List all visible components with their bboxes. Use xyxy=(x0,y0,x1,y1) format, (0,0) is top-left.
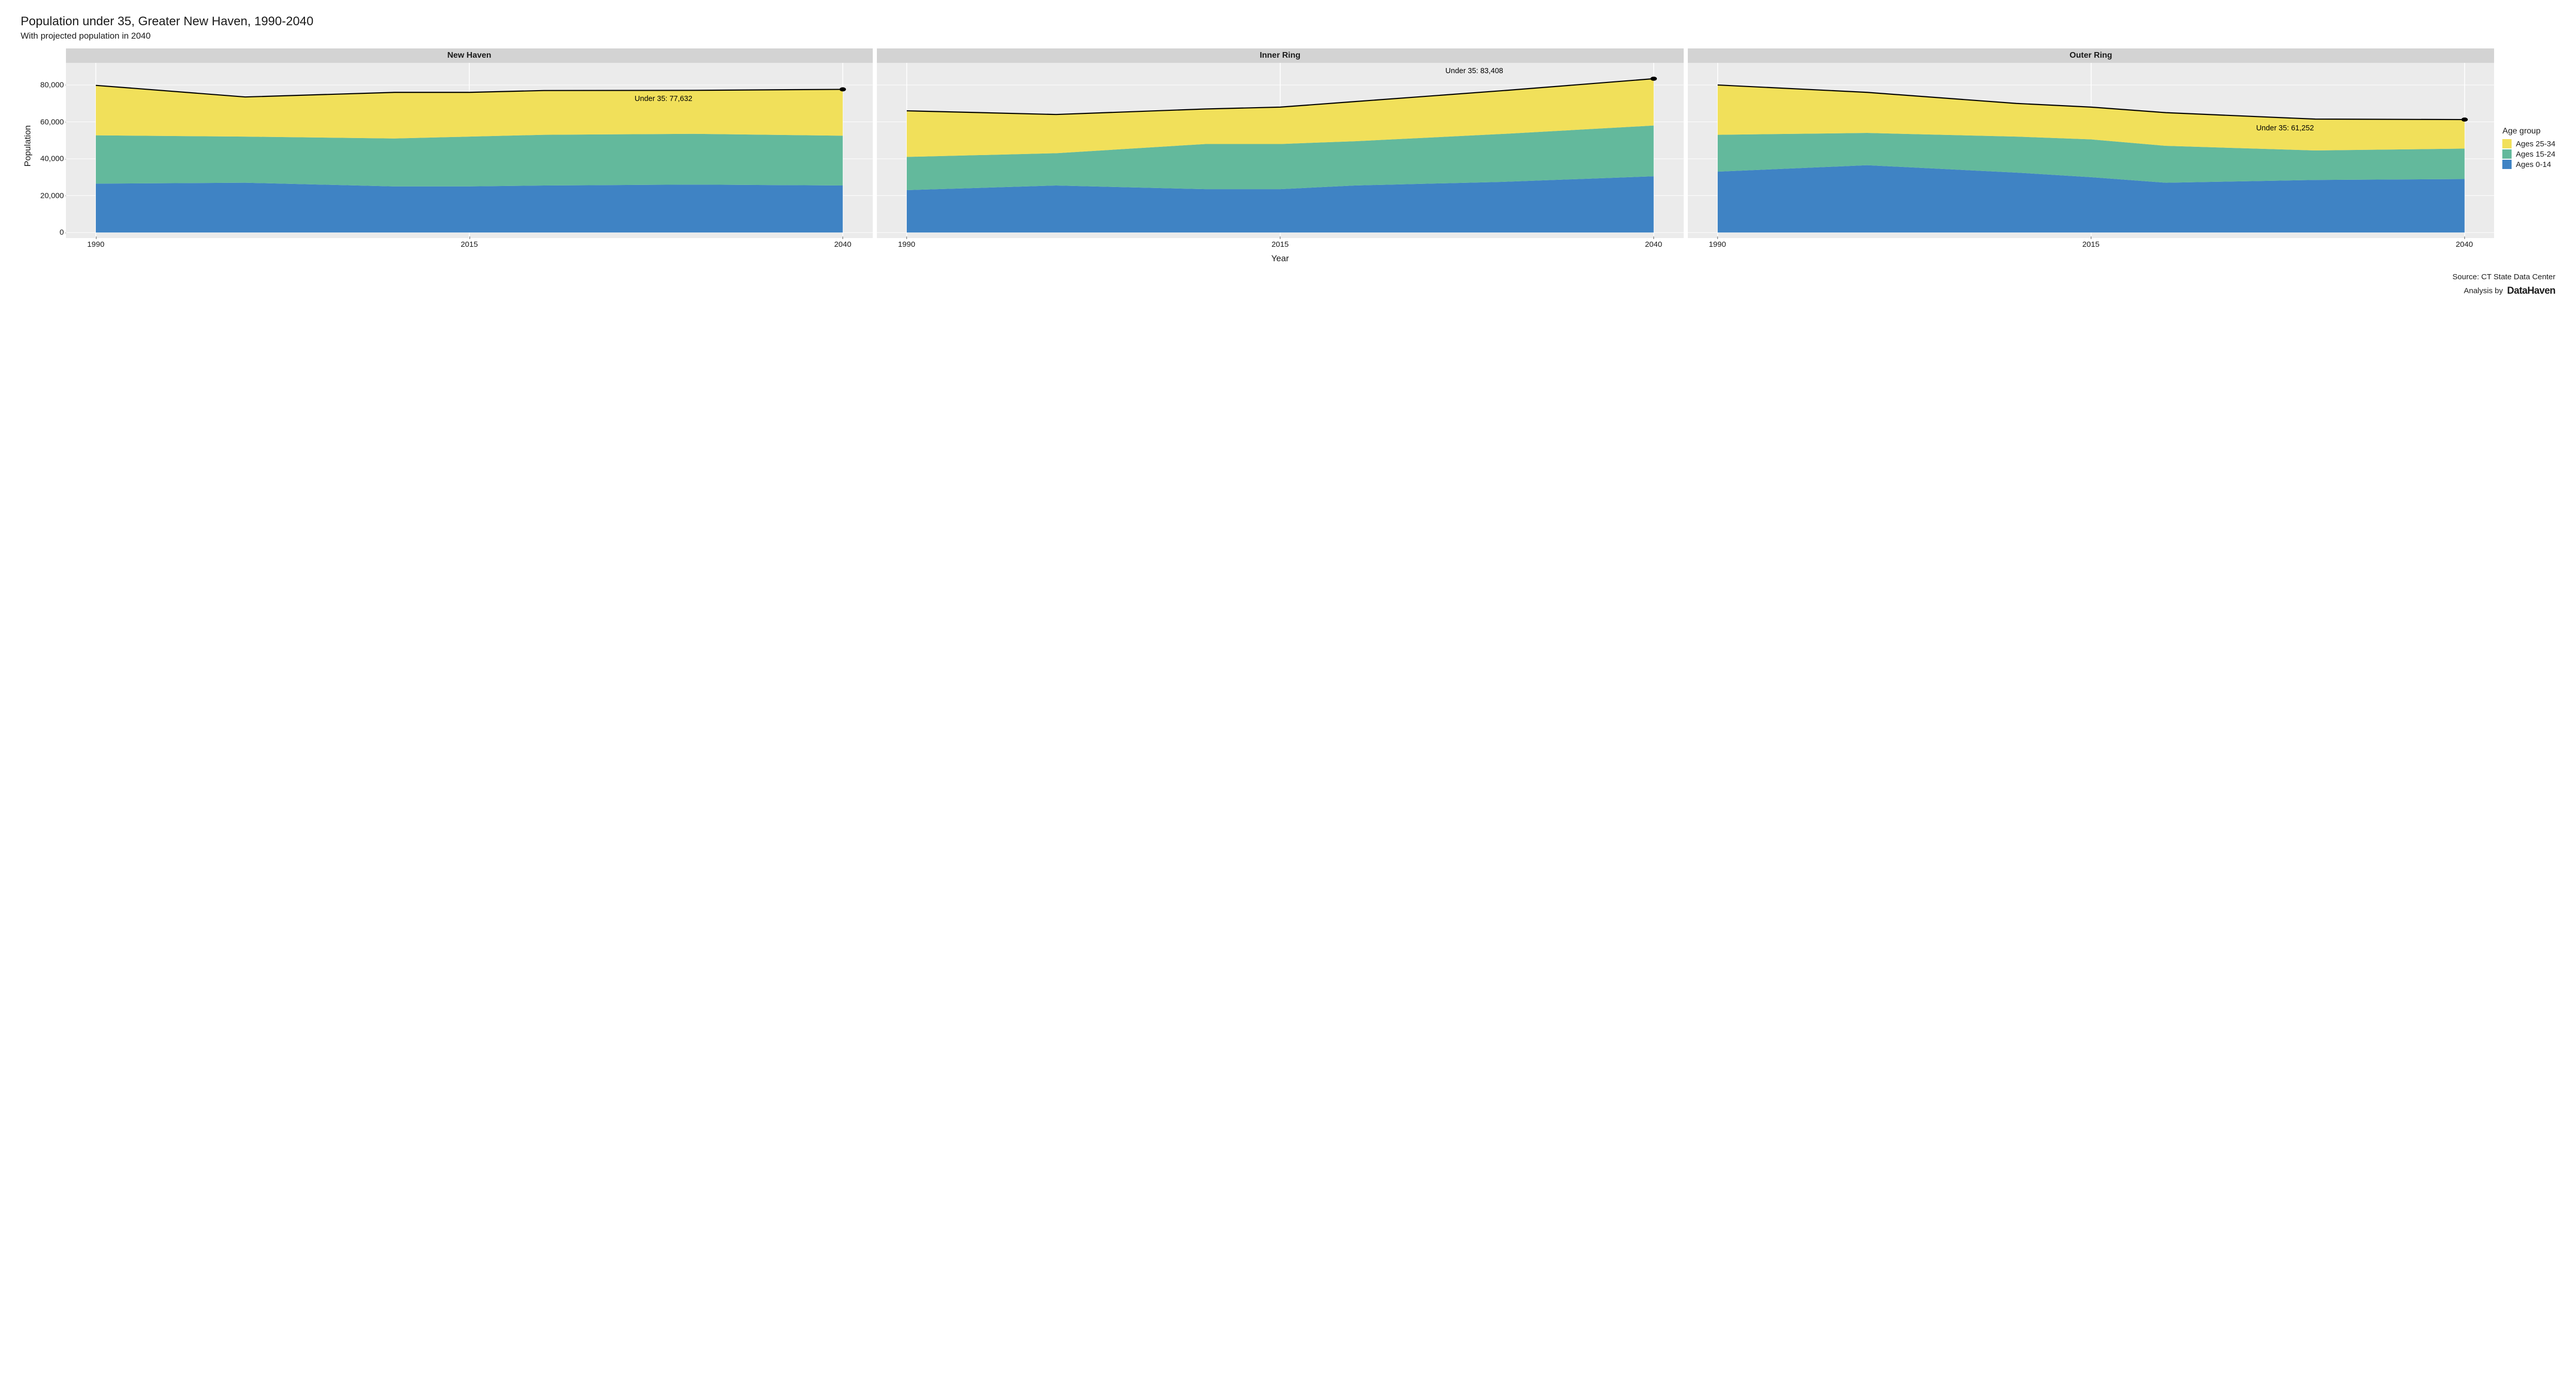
facet-strip: Outer Ring xyxy=(1688,48,2495,63)
x-tick: 2015 xyxy=(2082,240,2099,249)
facet-strip: Inner Ring xyxy=(877,48,1684,63)
chart-subtitle: With projected population in 2040 xyxy=(21,31,2555,41)
chart-title: Population under 35, Greater New Haven, … xyxy=(21,14,2555,29)
chart-row: Population 0 20,000 40,000 60,000 80,000 New… xyxy=(21,48,2555,264)
legend-items: Ages 25-34 Ages 15-24Ages 0-14 xyxy=(2502,139,2555,169)
legend-swatch xyxy=(2502,139,2512,148)
y-tick: 20,000 xyxy=(40,191,64,200)
legend-swatch xyxy=(2502,149,2512,159)
x-tick: 2040 xyxy=(2456,240,2473,249)
plot-area: Under 35: 77,632 xyxy=(66,63,873,238)
legend-label: Ages 15-24 xyxy=(2516,150,2555,159)
facet-panel: Outer RingUnder 35: 61,252 1990 2015 2040 xyxy=(1688,48,2495,252)
facet-panel: New HavenUnder 35: 77,632 1990 2015 2040 xyxy=(66,48,873,252)
y-tick: 40,000 xyxy=(40,155,64,163)
x-tick: 2015 xyxy=(461,240,478,249)
facet-strip: New Haven xyxy=(66,48,873,63)
legend-label: Ages 0-14 xyxy=(2516,160,2551,169)
x-axis-label: Year xyxy=(66,254,2494,264)
x-tick: 1990 xyxy=(1709,240,1726,249)
area-ages-25-34 xyxy=(96,86,843,139)
facet-panel: Inner RingUnder 35: 83,408 1990 2015 2040 xyxy=(877,48,1684,252)
x-tick: 2015 xyxy=(1272,240,1289,249)
legend-swatch xyxy=(2502,160,2512,169)
plot-area: Under 35: 61,252 xyxy=(1688,63,2495,238)
projection-point xyxy=(839,87,846,91)
chart-container: Population under 35, Greater New Haven, … xyxy=(0,0,2576,309)
projection-point xyxy=(1650,77,1657,81)
area-ages-0-14 xyxy=(96,183,843,233)
legend-title: Age group xyxy=(2502,127,2555,136)
area-ages-15-24 xyxy=(96,134,843,187)
x-axis-ticks: 1990 2015 2040 xyxy=(66,238,873,252)
caption-analysis: Analysis by DataHaven xyxy=(21,283,2555,299)
legend-item: Ages 15-24 xyxy=(2502,149,2555,159)
legend: Age group Ages 25-34 Ages 15-24Ages 0-14 xyxy=(2494,127,2555,170)
panels-and-xaxis: New HavenUnder 35: 77,632199020152040Inn… xyxy=(66,48,2494,264)
y-tick: 0 xyxy=(60,228,64,237)
x-axis-ticks: 1990 2015 2040 xyxy=(877,238,1684,252)
caption-source: Source: CT State Data Center xyxy=(21,271,2555,283)
plot-area: Under 35: 83,408 xyxy=(877,63,1684,238)
facet-panels: New HavenUnder 35: 77,632199020152040Inn… xyxy=(66,48,2494,252)
legend-label: Ages 25-34 xyxy=(2516,140,2555,148)
y-axis-ticks: 0 20,000 40,000 60,000 80,000 xyxy=(33,48,66,238)
y-axis-label: Population xyxy=(21,125,33,166)
projection-point xyxy=(2461,117,2468,122)
y-tick: 60,000 xyxy=(40,117,64,126)
x-tick: 1990 xyxy=(87,240,104,249)
x-tick: 2040 xyxy=(834,240,851,249)
legend-item: Ages 25-34 xyxy=(2502,139,2555,148)
legend-item: Ages 0-14 xyxy=(2502,160,2555,169)
y-tick: 80,000 xyxy=(40,80,64,89)
x-tick: 1990 xyxy=(898,240,915,249)
caption-brand: DataHaven xyxy=(2507,285,2555,296)
x-axis-ticks: 1990 2015 2040 xyxy=(1688,238,2495,252)
x-tick: 2040 xyxy=(1645,240,1662,249)
caption-analysis-prefix: Analysis by xyxy=(2464,286,2503,295)
chart-caption: Source: CT State Data Center Analysis by… xyxy=(21,271,2555,299)
